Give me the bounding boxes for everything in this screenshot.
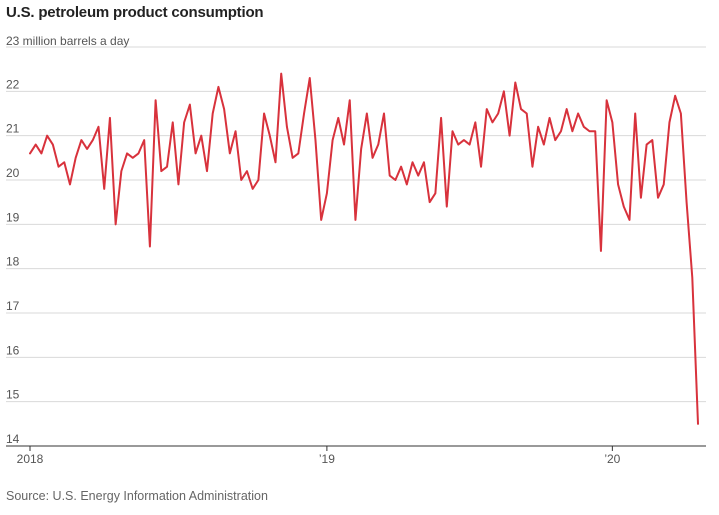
y-tick-label-20: 20	[6, 166, 20, 180]
series-layer	[29, 72, 699, 425]
series-line-0	[29, 72, 699, 425]
y-tick-label-19: 19	[6, 210, 20, 224]
y-axis-labels: 23 million barrels a day 14 15 16 17 18 19 20 21…	[6, 34, 129, 446]
chart-title: U.S. petroleum product consumption	[6, 4, 264, 21]
y-tick-label-16: 16	[6, 343, 20, 357]
source-note: Source: U.S. Energy Information Administ…	[6, 489, 268, 503]
x-axis: 2018 ’19 ’20	[6, 445, 706, 466]
x-tick-label: ’19	[319, 452, 335, 466]
y-tick-label-18: 18	[6, 255, 20, 269]
y-tick-label-21: 21	[6, 122, 20, 136]
y-tick-label-15: 15	[6, 388, 20, 402]
x-tick-label: ’20	[604, 452, 620, 466]
y-tick-label-17: 17	[6, 299, 20, 313]
y-tick-label-top: 23 million barrels a day	[6, 34, 129, 48]
gridlines	[6, 46, 706, 403]
y-tick-label-14: 14	[6, 432, 20, 446]
x-tick-label: 2018	[17, 452, 44, 466]
y-tick-label-22: 22	[6, 77, 20, 91]
